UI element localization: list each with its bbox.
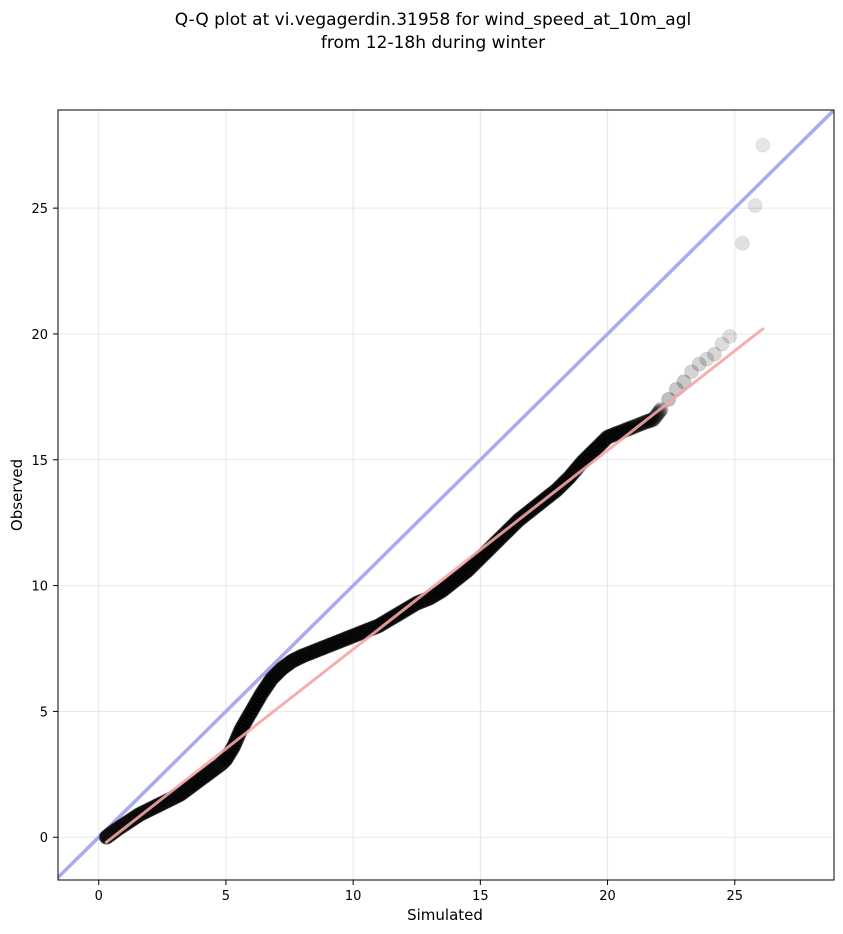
x-tick-label: 15 bbox=[472, 889, 489, 904]
data-point-fill bbox=[642, 413, 658, 429]
fit-line bbox=[104, 327, 765, 844]
y-axis-label: Observed bbox=[8, 459, 26, 531]
y-tick-label: 5 bbox=[40, 705, 48, 720]
data-point bbox=[755, 137, 771, 153]
chart-title-line-1: Q-Q plot at vi.vegagerdin.31958 for wind… bbox=[175, 10, 691, 30]
y-tick-label: 0 bbox=[40, 831, 48, 846]
y-tick-label: 20 bbox=[31, 328, 48, 343]
data-point bbox=[734, 235, 750, 251]
y-tick-label: 25 bbox=[31, 202, 48, 217]
plot-frame bbox=[57, 109, 835, 881]
data-point bbox=[722, 328, 738, 344]
x-tick-label: 20 bbox=[599, 889, 616, 904]
data-point-fill bbox=[649, 406, 665, 422]
data-point bbox=[699, 351, 715, 367]
x-tick-label: 5 bbox=[222, 889, 230, 904]
x-tick-label: 25 bbox=[727, 889, 744, 904]
x-axis-label: Simulated bbox=[407, 906, 483, 924]
data-point bbox=[661, 391, 677, 407]
data-point bbox=[625, 419, 641, 435]
y-tick-label: 10 bbox=[31, 580, 48, 595]
x-axis: 0 5 10 15 20 25 bbox=[95, 880, 743, 904]
data-point-fill bbox=[640, 413, 656, 429]
data-point bbox=[714, 336, 730, 352]
data-point bbox=[747, 198, 763, 214]
data-point bbox=[691, 356, 707, 372]
y-axis: 0 5 10 15 20 25 bbox=[31, 202, 58, 846]
data-point bbox=[684, 364, 700, 380]
chart-title-line-2: from 12-18h during winter bbox=[321, 33, 545, 53]
data-point bbox=[706, 346, 722, 362]
x-tick-label: 0 bbox=[95, 889, 103, 904]
x-tick-label: 10 bbox=[345, 889, 362, 904]
y-tick-label: 15 bbox=[31, 454, 48, 469]
identity-line bbox=[58, 110, 834, 880]
